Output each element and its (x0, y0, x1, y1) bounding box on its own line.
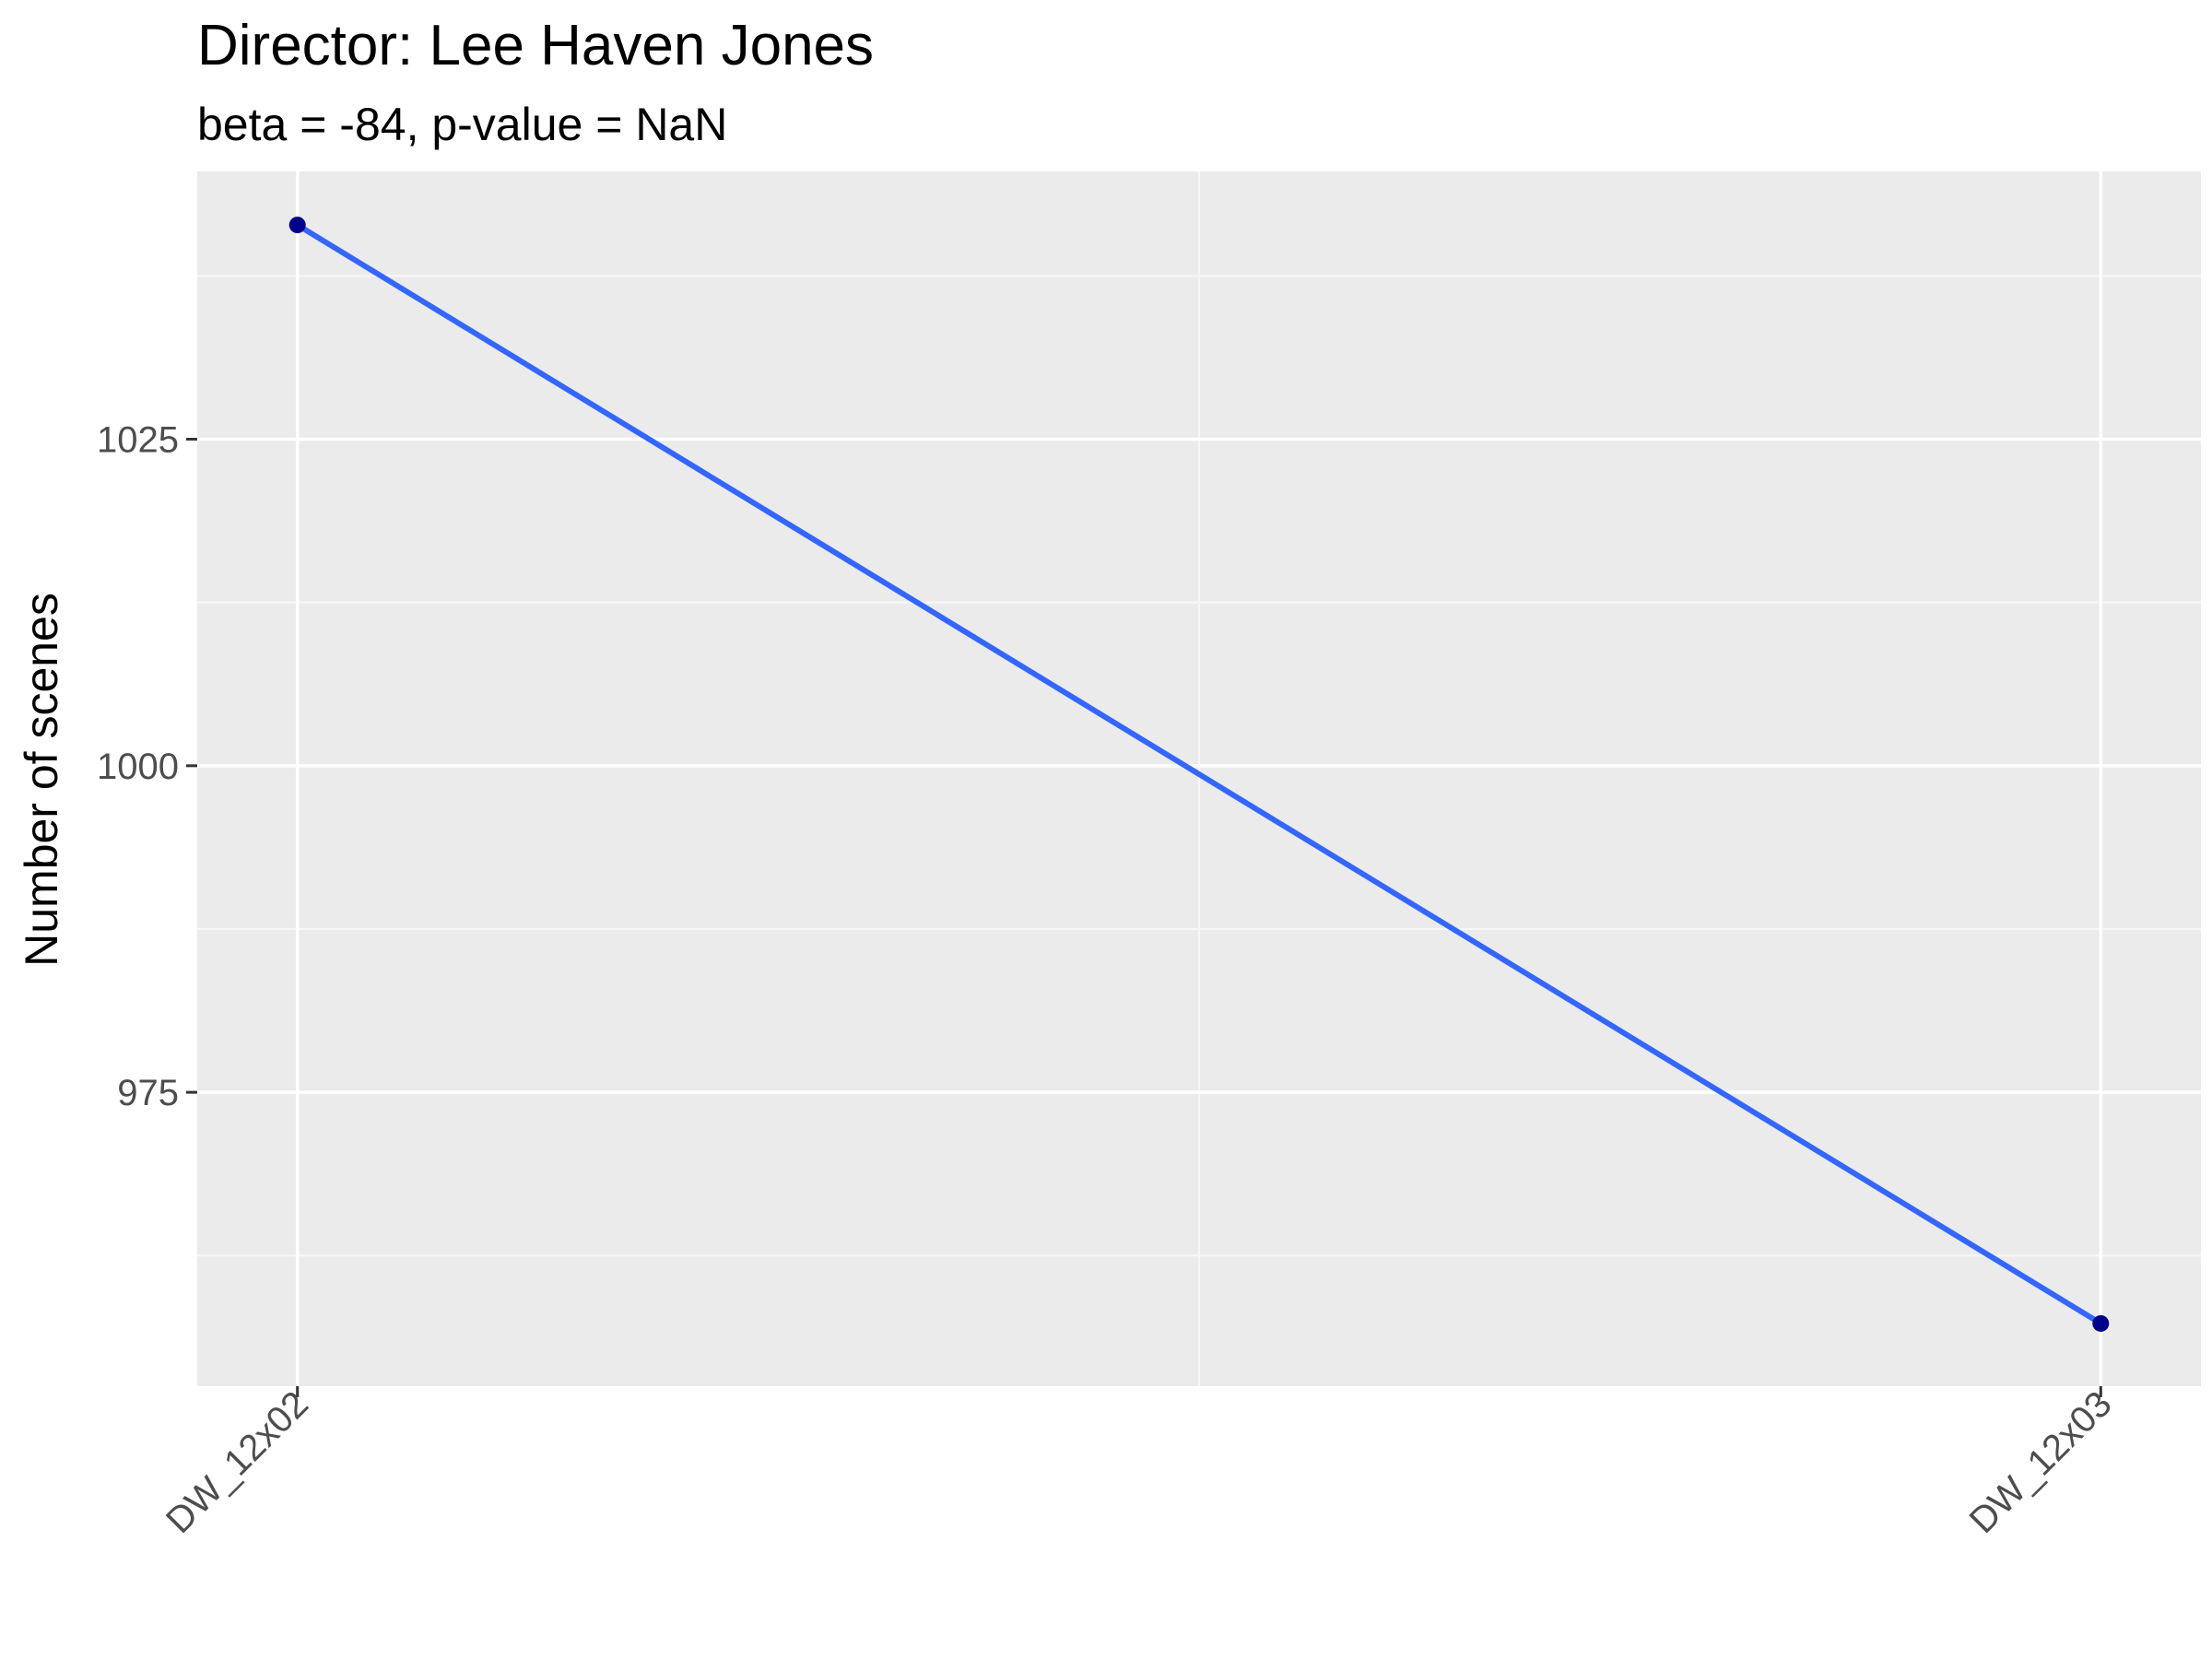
data-point (288, 217, 306, 234)
x-tick-label: DW_12x02 (159, 1383, 316, 1541)
y-tick-label: 1025 (97, 420, 179, 461)
y-tick-label: 975 (117, 1073, 179, 1113)
y-axis-title: Number of scenes (16, 593, 67, 967)
y-tick-label: 1000 (97, 747, 179, 787)
plot-area: 975 1000 1025 DW_12x02 DW_12x03 (97, 171, 2201, 1541)
trend-line (296, 222, 2102, 1326)
x-tick-label: DW_12x03 (1962, 1383, 2120, 1541)
data-point (2092, 1314, 2110, 1332)
chart-title: Director: Lee Haven Jones (197, 14, 874, 77)
chart-subtitle: beta = -84, p-value = NaN (197, 99, 727, 150)
